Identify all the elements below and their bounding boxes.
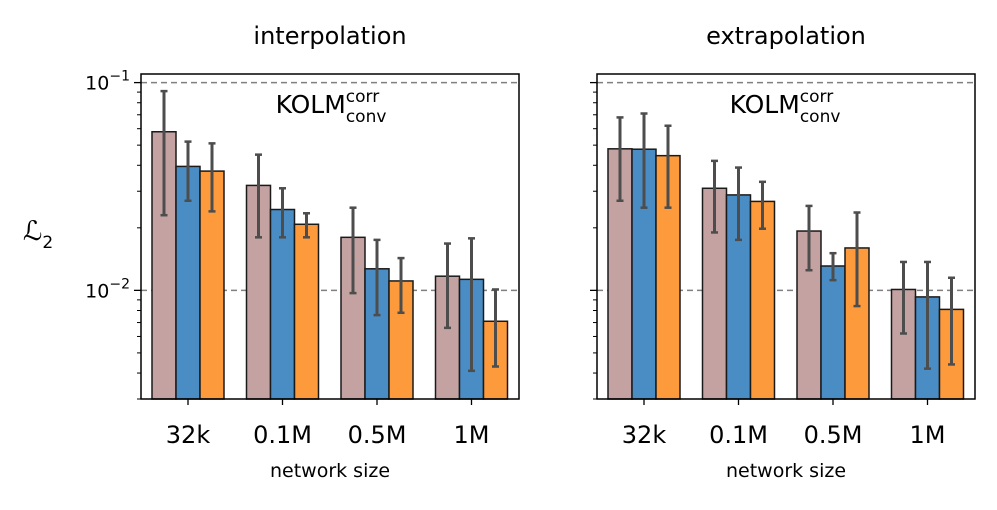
bar [820, 265, 846, 400]
bar [293, 223, 320, 400]
x-tick-label: 0.1M [253, 421, 312, 449]
y-axis-label: ℒ2 [23, 216, 53, 253]
panel-interpolation: 10−1 10−2 32k 0.1M 0.5M 1M interpolation KOL… [85, 22, 520, 482]
bar [749, 200, 776, 400]
x-tick-label: 0.1M [709, 421, 768, 449]
kolm-annotation: KOLMcorr conv [730, 87, 841, 127]
y-tick-label: 10−2 [85, 276, 130, 302]
x-tick-label: 0.5M [348, 421, 407, 449]
x-tick-label: 32k [166, 421, 211, 449]
x-axis-label: network size [270, 460, 390, 482]
x-tick-label: 1M [910, 421, 946, 449]
x-tick-label: 0.5M [804, 421, 863, 449]
panel-title: extrapolation [706, 22, 866, 50]
panel-extrapolation: 32k 0.1M 0.5M 1M extrapolation KOLMcorr conv… [590, 22, 976, 482]
x-axis-label: network size [726, 460, 846, 482]
x-tick-label: 1M [454, 421, 490, 449]
plot-frame [596, 73, 976, 400]
plot-frame [140, 73, 520, 400]
kolm-annotation: KOLMcorr conv [276, 87, 387, 127]
panel-title: interpolation [253, 22, 406, 50]
y-tick-label: 10−1 [85, 69, 130, 95]
x-tick-label: 32k [622, 421, 667, 449]
